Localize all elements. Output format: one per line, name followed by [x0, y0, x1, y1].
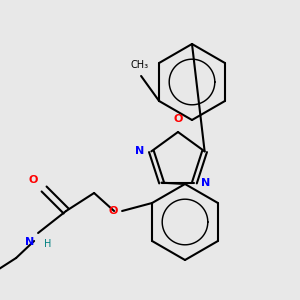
Text: O: O	[29, 175, 38, 185]
Text: H: H	[44, 239, 52, 249]
Text: N: N	[25, 237, 34, 247]
Text: O: O	[173, 114, 183, 124]
Text: CH₃: CH₃	[130, 60, 148, 70]
Text: N: N	[135, 146, 144, 156]
Text: N: N	[202, 178, 211, 188]
Text: O: O	[109, 206, 118, 216]
